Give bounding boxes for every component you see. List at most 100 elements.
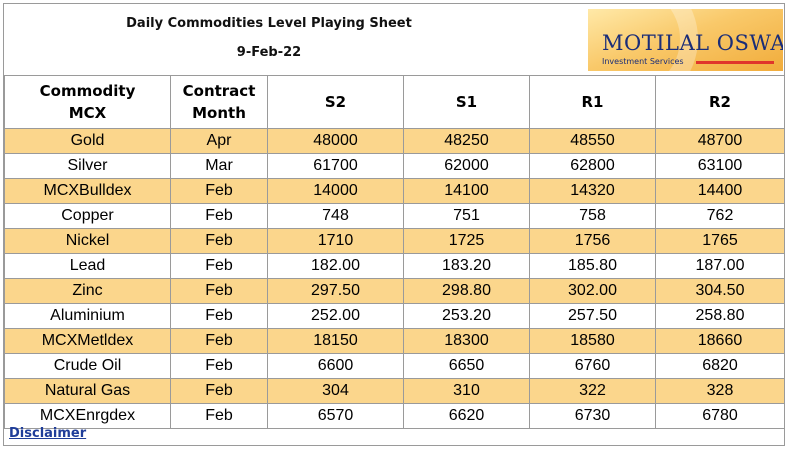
s1-cell: 6650 <box>403 353 530 379</box>
contract-month-cell: Feb <box>170 353 268 379</box>
contract-month-cell: Mar <box>170 153 268 179</box>
commodity-cell: Nickel <box>4 228 171 254</box>
contract-month-cell: Feb <box>170 403 268 429</box>
commodity-cell: Aluminium <box>4 303 171 329</box>
table-row: MCXEnrgdex Feb 6570 6620 6730 6780 <box>4 403 785 429</box>
commodity-cell: MCXMetldex <box>4 328 171 354</box>
s2-cell: 18150 <box>267 328 404 354</box>
commodity-cell: Crude Oil <box>4 353 171 379</box>
table-header-row: Commodity MCX Contract Month S2 S1 R1 R2 <box>4 75 785 129</box>
r2-cell: 48700 <box>655 128 785 154</box>
s1-cell: 48250 <box>403 128 530 154</box>
level-sheet: Daily Commodities Level Playing Sheet 9-… <box>3 3 785 446</box>
r1-cell: 48550 <box>529 128 656 154</box>
logo-name: MOTILAL OSWAL <box>602 31 783 55</box>
r2-cell: 304.50 <box>655 278 785 304</box>
commodity-cell: Lead <box>4 253 171 279</box>
r2-cell: 6820 <box>655 353 785 379</box>
contract-month-cell: Feb <box>170 278 268 304</box>
logo-accent-bar <box>696 61 774 64</box>
commodity-cell: Gold <box>4 128 171 154</box>
sheet-date: 9-Feb-22 <box>236 45 302 60</box>
r2-cell: 187.00 <box>655 253 785 279</box>
s2-cell: 304 <box>267 378 404 404</box>
r1-cell: 257.50 <box>529 303 656 329</box>
column-header-line1: Commodity <box>39 82 136 100</box>
column-header: S1 <box>403 75 530 129</box>
r2-cell: 63100 <box>655 153 785 179</box>
commodity-cell: Silver <box>4 153 171 179</box>
logo-subtitle: Investment Services <box>602 57 684 66</box>
table-row: Copper Feb 748 751 758 762 <box>4 203 785 229</box>
column-header: S2 <box>267 75 404 129</box>
s2-cell: 748 <box>267 203 404 229</box>
r1-cell: 6760 <box>529 353 656 379</box>
r2-cell: 258.80 <box>655 303 785 329</box>
commodity-cell: Zinc <box>4 278 171 304</box>
s2-cell: 14000 <box>267 178 404 204</box>
table-row: Zinc Feb 297.50 298.80 302.00 304.50 <box>4 278 785 304</box>
contract-month-cell: Apr <box>170 128 268 154</box>
column-header: R1 <box>529 75 656 129</box>
contract-month-cell: Feb <box>170 303 268 329</box>
column-header: Commodity MCX <box>4 75 171 129</box>
table-row: Natural Gas Feb 304 310 322 328 <box>4 378 785 404</box>
s1-cell: 6620 <box>403 403 530 429</box>
disclaimer-link[interactable]: Disclaimer <box>9 426 87 441</box>
column-header-line1: S1 <box>455 93 478 111</box>
s2-cell: 6600 <box>267 353 404 379</box>
contract-month-cell: Feb <box>170 253 268 279</box>
s1-cell: 310 <box>403 378 530 404</box>
s1-cell: 751 <box>403 203 530 229</box>
column-header-line1: R2 <box>709 93 731 111</box>
s2-cell: 61700 <box>267 153 404 179</box>
column-header-line2: Month <box>192 104 246 122</box>
s1-cell: 18300 <box>403 328 530 354</box>
contract-month-cell: Feb <box>170 178 268 204</box>
r1-cell: 758 <box>529 203 656 229</box>
column-header: Contract Month <box>170 75 268 129</box>
r2-cell: 328 <box>655 378 785 404</box>
s2-cell: 252.00 <box>267 303 404 329</box>
r1-cell: 1756 <box>529 228 656 254</box>
s2-cell: 6570 <box>267 403 404 429</box>
sheet-header: Daily Commodities Level Playing Sheet 9-… <box>4 4 784 75</box>
s1-cell: 62000 <box>403 153 530 179</box>
s1-cell: 14100 <box>403 178 530 204</box>
r2-cell: 14400 <box>655 178 785 204</box>
column-header-line1: S2 <box>324 93 347 111</box>
s1-cell: 183.20 <box>403 253 530 279</box>
r1-cell: 18580 <box>529 328 656 354</box>
s2-cell: 297.50 <box>267 278 404 304</box>
s1-cell: 1725 <box>403 228 530 254</box>
table-row: MCXBulldex Feb 14000 14100 14320 14400 <box>4 178 785 204</box>
r2-cell: 18660 <box>655 328 785 354</box>
table-row: Aluminium Feb 252.00 253.20 257.50 258.80 <box>4 303 785 329</box>
table-row: Crude Oil Feb 6600 6650 6760 6820 <box>4 353 785 379</box>
table-row: MCXMetldex Feb 18150 18300 18580 18660 <box>4 328 785 354</box>
r1-cell: 322 <box>529 378 656 404</box>
r2-cell: 6780 <box>655 403 785 429</box>
r1-cell: 185.80 <box>529 253 656 279</box>
table-row: Lead Feb 182.00 183.20 185.80 187.00 <box>4 253 785 279</box>
s1-cell: 298.80 <box>403 278 530 304</box>
r2-cell: 762 <box>655 203 785 229</box>
contract-month-cell: Feb <box>170 228 268 254</box>
commodity-cell: Copper <box>4 203 171 229</box>
column-header-line1: R1 <box>581 93 604 111</box>
table-row: Silver Mar 61700 62000 62800 63100 <box>4 153 785 179</box>
commodity-cell: Natural Gas <box>4 378 171 404</box>
r1-cell: 14320 <box>529 178 656 204</box>
s1-cell: 253.20 <box>403 303 530 329</box>
table-row: Nickel Feb 1710 1725 1756 1765 <box>4 228 785 254</box>
table-body: Gold Apr 48000 48250 48550 48700 Silver Mar 6170… <box>4 128 785 429</box>
logo-swirl-graphic <box>588 9 698 71</box>
r2-cell: 1765 <box>655 228 785 254</box>
levels-table: Commodity MCX Contract Month S2 S1 R1 R2 Gold Ap… <box>4 75 785 429</box>
column-header: R2 <box>655 75 785 129</box>
sheet-title: Daily Commodities Level Playing Sheet <box>126 16 412 31</box>
motilal-oswal-logo: MOTILAL OSWAL Investment Services <box>588 9 783 71</box>
contract-month-cell: Feb <box>170 378 268 404</box>
s2-cell: 48000 <box>267 128 404 154</box>
commodity-cell: MCXEnrgdex <box>4 403 171 429</box>
